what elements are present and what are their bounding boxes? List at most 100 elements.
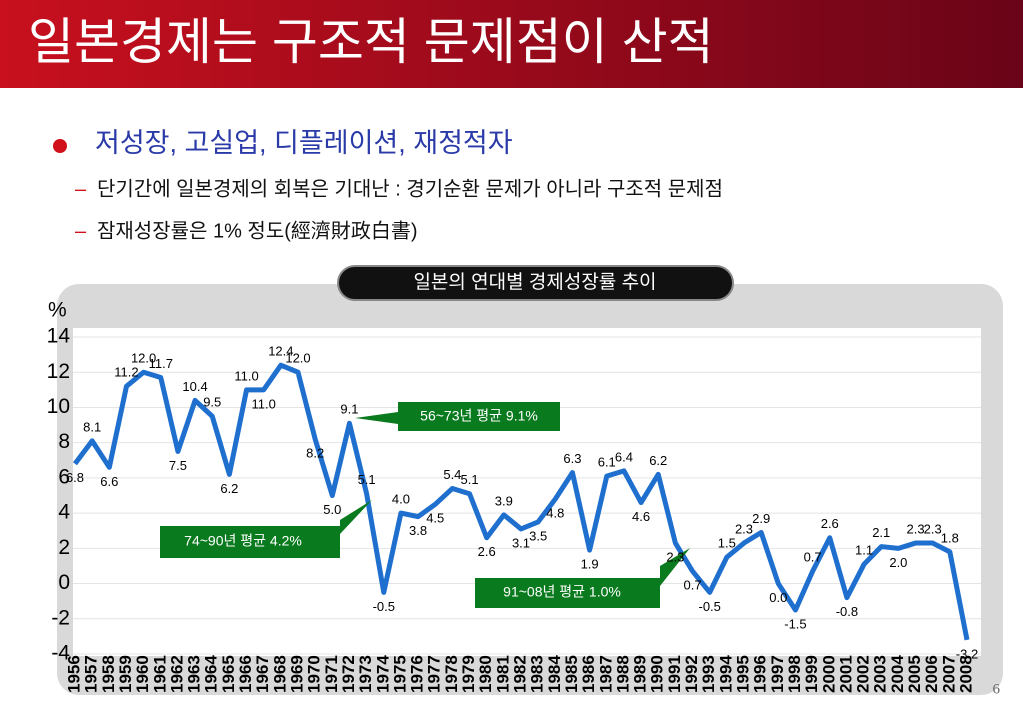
data-label: 11.2	[114, 365, 138, 380]
x-tick-label: 1994	[716, 655, 735, 693]
annotation: 56~73년 평균 9.1%	[420, 408, 538, 424]
dash: –	[75, 220, 87, 242]
data-label: 5.1	[358, 472, 376, 487]
page-number: 6	[993, 681, 1001, 697]
data-label: 9.1	[340, 402, 358, 417]
data-label: 9.5	[203, 395, 221, 410]
data-label: 11.0	[252, 396, 276, 411]
y-tick-label: 14	[47, 325, 71, 348]
x-tick-label: 1983	[528, 655, 547, 693]
slide-title: 일본경제는 구조적 문제점이 산적	[28, 14, 714, 70]
x-tick-label: 1963	[185, 655, 204, 693]
x-tick-label: 1962	[167, 655, 186, 693]
data-label: -0.8	[836, 604, 858, 619]
data-label: 7.5	[169, 458, 187, 473]
x-tick-label: 1997	[768, 655, 787, 693]
data-label: 2.9	[752, 511, 770, 526]
data-label: 5.0	[323, 502, 341, 517]
annotation-box	[355, 402, 560, 431]
data-label: 3.8	[409, 523, 427, 538]
data-label: 2.3	[924, 521, 942, 536]
data-label: 3.9	[495, 493, 513, 508]
x-tick-label: 1992	[682, 655, 701, 693]
data-label: 6.2	[220, 481, 238, 496]
x-tick-label: 1995	[733, 655, 752, 693]
data-label: 11.7	[149, 356, 173, 371]
x-tick-label: 1972	[339, 655, 358, 693]
y-tick-label: -4	[51, 642, 70, 665]
data-label: 0.7	[683, 578, 701, 593]
x-tick-label: 1967	[253, 655, 272, 693]
x-tick-label: 1996	[751, 655, 770, 693]
data-label: 10.4	[182, 379, 207, 394]
annotation: 91~08년 평균 1.0%	[503, 584, 621, 600]
x-tick-label: 1985	[562, 655, 581, 693]
bullet-dot	[53, 139, 67, 153]
x-tick-label: 1959	[116, 655, 135, 693]
y-tick-label: 10	[47, 395, 70, 418]
bullet-sub: 잠재성장률은 1% 정도(經濟財政白書)	[97, 219, 418, 242]
x-tick-label: 1998	[785, 655, 804, 693]
data-label: 2.3	[735, 521, 753, 536]
data-label: 6.4	[615, 449, 633, 464]
x-tick-label: 1957	[82, 655, 101, 693]
y-tick-label: 2	[58, 536, 70, 559]
data-label: 12.0	[285, 351, 310, 366]
x-tick-label: 1964	[202, 655, 221, 693]
data-label: 2.6	[478, 544, 496, 559]
x-tick-label: 1986	[579, 655, 598, 693]
bullet-sub: 단기간에 일본경제의 회복은 기대난 : 경기순환 문제가 아니라 구조적 문제…	[97, 177, 723, 200]
chart-title: 일본의 연대별 경제성장률 추이	[413, 271, 656, 293]
data-label: 2.6	[821, 516, 839, 531]
data-label: 8.1	[83, 419, 101, 434]
x-tick-label: 2003	[871, 655, 890, 693]
data-label: -3.2	[956, 646, 978, 661]
x-tick-label: 1975	[390, 655, 409, 693]
data-label: 6.2	[649, 453, 667, 468]
annotation-box	[160, 500, 372, 558]
y-tick-label: 0	[58, 571, 70, 594]
x-tick-label: 1970	[305, 655, 324, 693]
x-tick-label: 1999	[802, 655, 821, 693]
y-tick-label: 8	[58, 430, 70, 453]
x-tick-label: 1991	[665, 655, 684, 693]
header-bar	[0, 0, 1023, 88]
x-tick-label: 1976	[408, 655, 427, 693]
data-label: 11.0	[234, 368, 258, 383]
x-tick-label: 1978	[442, 655, 461, 693]
x-tick-label: 2006	[922, 655, 941, 693]
x-tick-label: 1974	[373, 655, 392, 693]
x-tick-label: 1960	[133, 655, 152, 693]
y-tick-label: 6	[58, 465, 70, 488]
x-tick-label: 1971	[322, 655, 341, 693]
data-label: 1.9	[581, 557, 599, 572]
y-tick-label: 4	[58, 501, 70, 524]
annotation-box	[475, 548, 690, 608]
x-tick-label: 1965	[219, 655, 238, 693]
x-tick-label: 1956	[64, 655, 83, 693]
data-label: 0.0	[769, 590, 787, 605]
data-label: 6.3	[563, 451, 581, 466]
x-tick-label: 1987	[596, 655, 615, 693]
data-label: 2.3	[906, 521, 924, 536]
data-label: 3.5	[529, 528, 547, 543]
x-tick-label: 2004	[888, 655, 907, 693]
data-label: -1.5	[784, 616, 806, 631]
dash: –	[75, 178, 87, 200]
data-label: 2.3	[666, 549, 684, 564]
x-tick-label: 1988	[613, 655, 632, 693]
chart-title-pill	[337, 265, 734, 301]
annotation: 74~90년 평균 4.2%	[184, 533, 302, 549]
data-label: 1.5	[718, 536, 736, 551]
data-label: 8.2	[306, 446, 324, 461]
data-label: -0.5	[698, 599, 720, 614]
data-label: 4.8	[546, 505, 564, 520]
data-label: 6.8	[66, 470, 84, 485]
x-tick-label: 1977	[425, 655, 444, 693]
bullet-main: 저성장, 고실업, 디플레이션, 재정적자	[95, 128, 513, 158]
x-tick-label: 1989	[631, 655, 650, 693]
x-tick-label: 2007	[939, 655, 958, 693]
x-tick-label: 2005	[905, 655, 924, 693]
x-tick-label: 1958	[99, 655, 118, 693]
